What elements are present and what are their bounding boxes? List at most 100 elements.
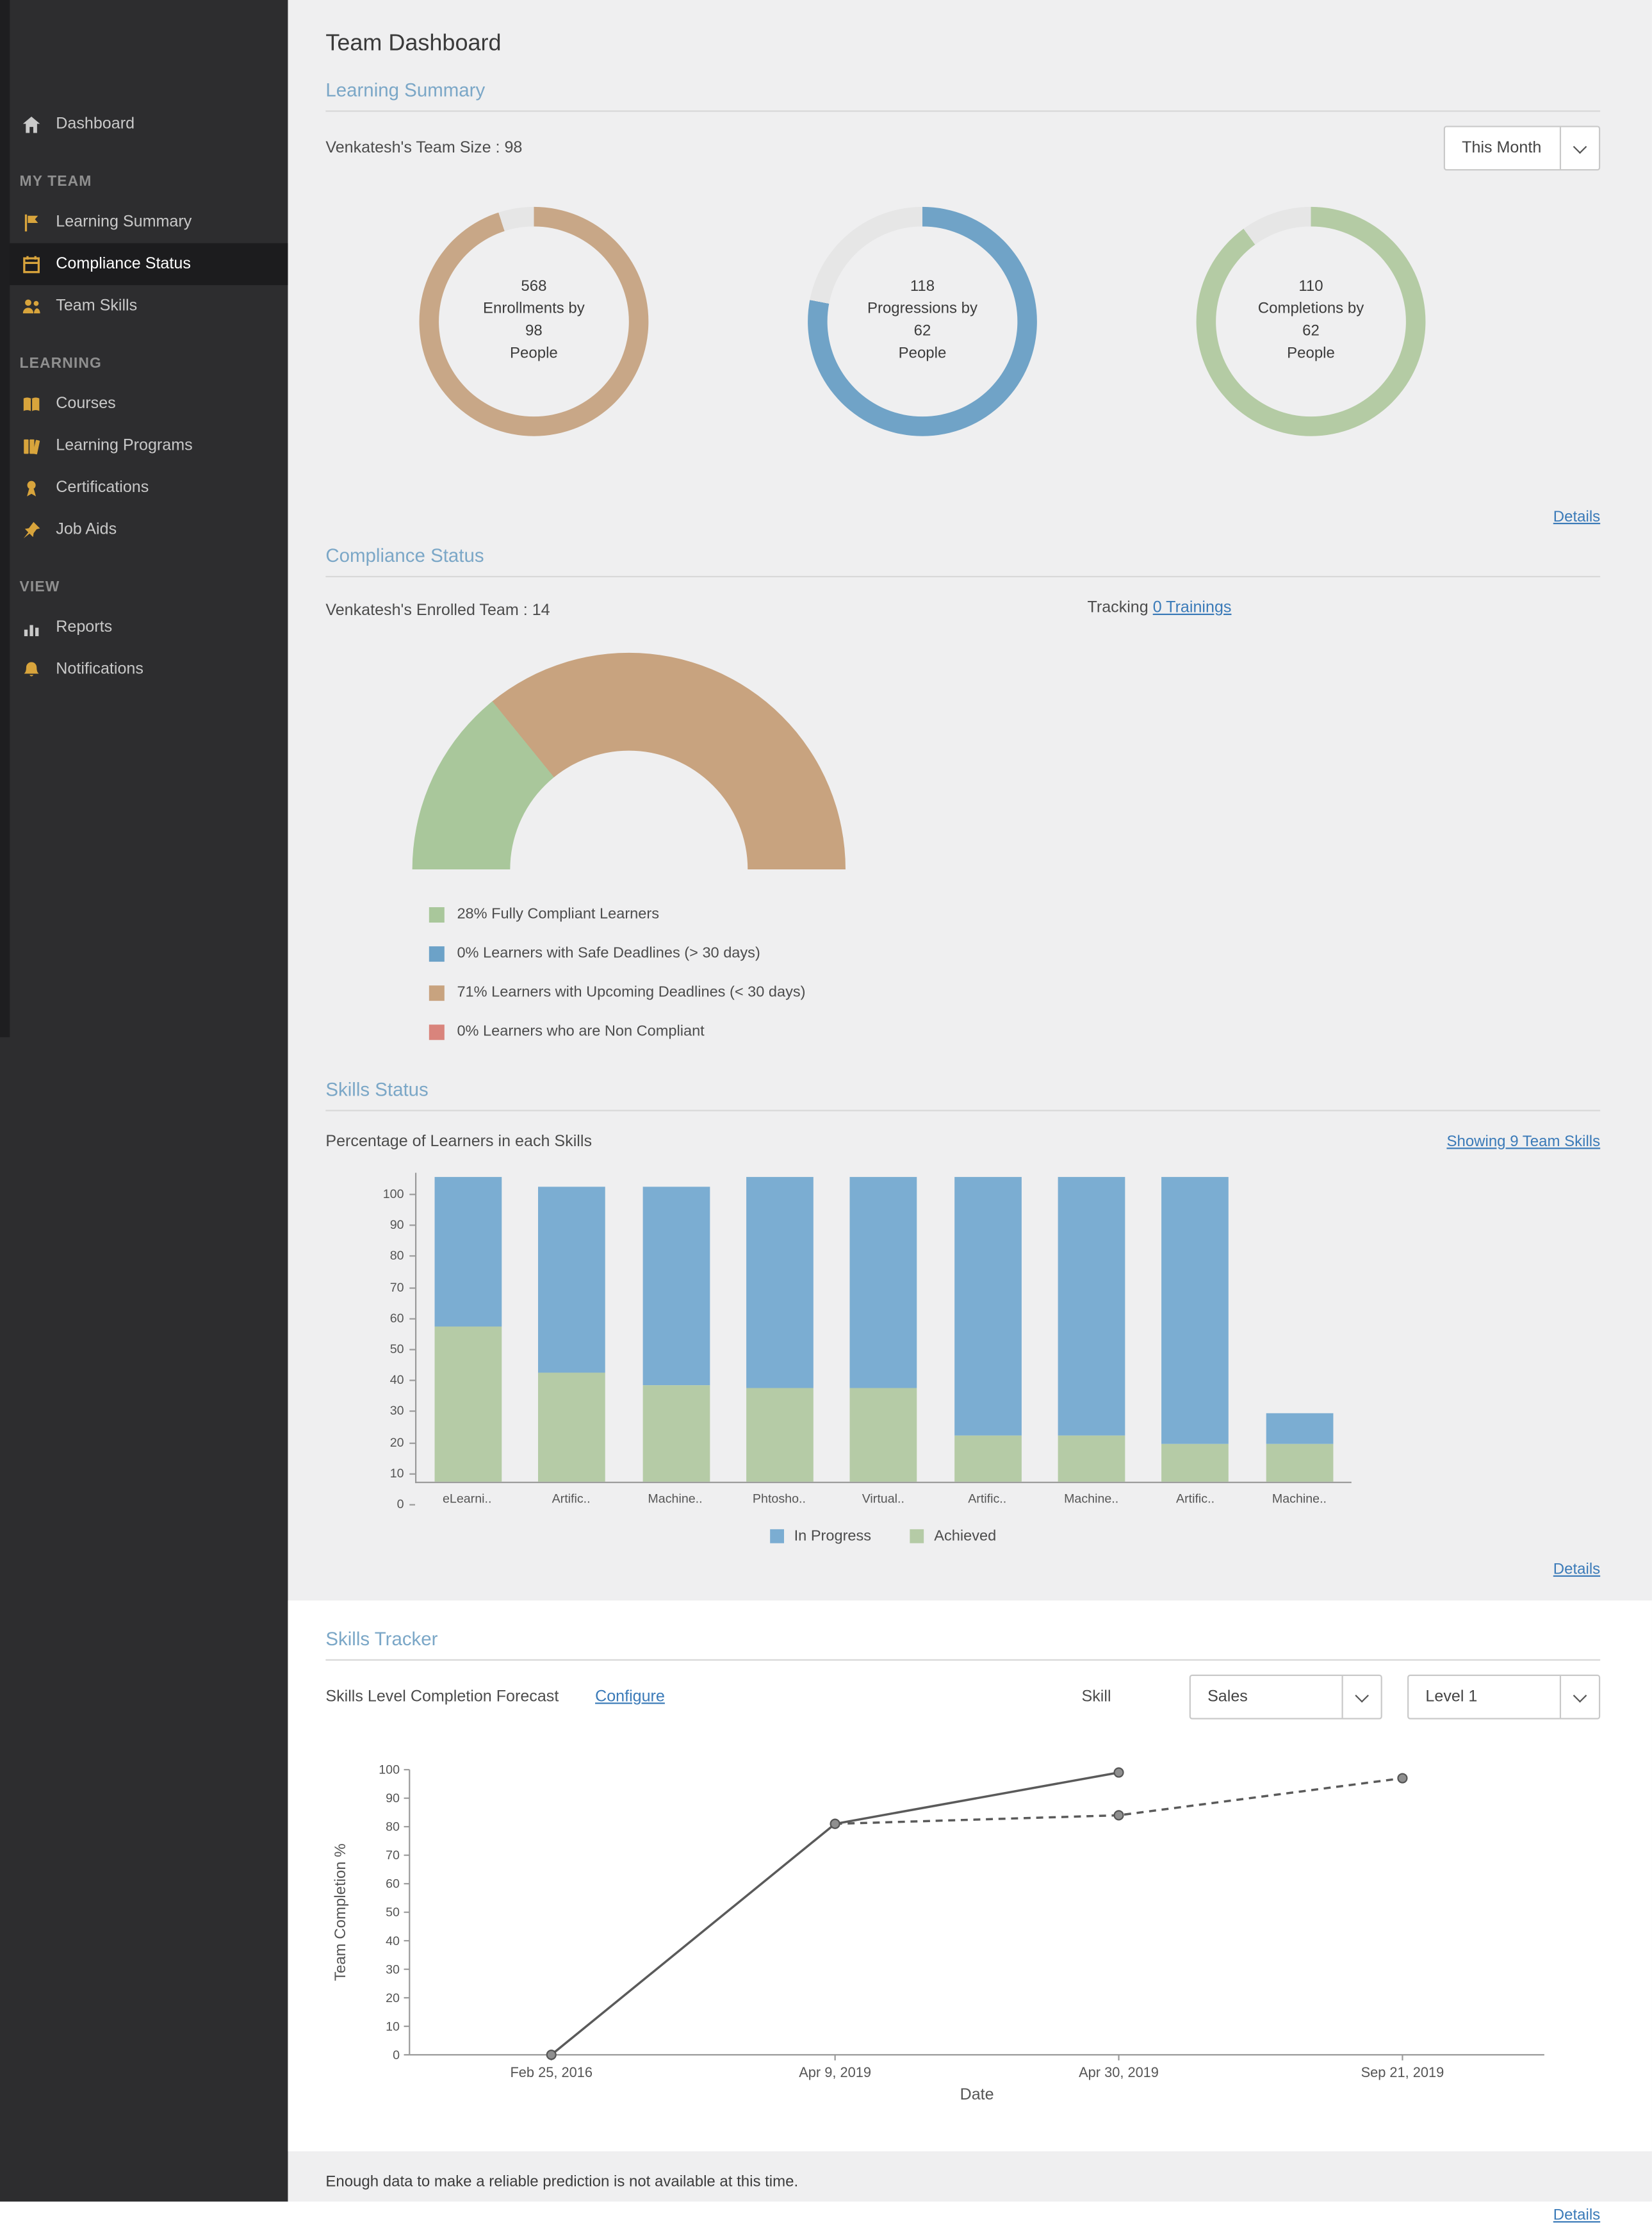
- sidebar-item-learning-programs[interactable]: Learning Programs: [0, 425, 288, 466]
- learning-summary-section: Learning Summary Venkatesh's Team Size :…: [288, 63, 1651, 529]
- period-select-value: This Month: [1462, 140, 1542, 157]
- compliance-status-heading: Compliance Status: [325, 529, 1601, 578]
- svg-text:0: 0: [393, 2048, 400, 2062]
- sidebar-group-my-team: MY TEAM: [19, 173, 92, 190]
- sidebar-item-compliance-status[interactable]: Compliance Status: [0, 243, 288, 286]
- bar-Phtosho..: [746, 1178, 814, 1482]
- skills-tracker-heading: Skills Tracker: [325, 1612, 1601, 1661]
- configure-link[interactable]: Configure: [595, 1688, 665, 1705]
- legend-item-non-compliant: 0% Learners who are Non Compliant: [429, 1023, 1600, 1040]
- skills-status-subtitle: Percentage of Learners in each Skills: [325, 1133, 592, 1151]
- skills-status-section: Skills Status Percentage of Learners in …: [288, 1062, 1651, 1581]
- svg-text:80: 80: [386, 1820, 400, 1834]
- legend-item-upcoming-deadlines: 71% Learners with Upcoming Deadlines (< …: [429, 984, 1600, 1001]
- home-icon: [20, 113, 42, 136]
- bar-Machine..: [1266, 1413, 1333, 1482]
- bar-chart-legend: In Progress Achieved: [415, 1528, 1352, 1545]
- enrollments-donut-text: 568 Enrollments by 98 People: [439, 226, 629, 417]
- svg-text:20: 20: [386, 1991, 400, 2005]
- sidebar-item-dashboard[interactable]: Dashboard: [0, 103, 288, 145]
- sidebar-item-label: Certifications: [56, 479, 149, 497]
- sidebar-item-job-aids[interactable]: Job Aids: [0, 509, 288, 550]
- sidebar-item-learning-summary[interactable]: Learning Summary: [0, 201, 288, 243]
- people-icon: [20, 295, 42, 317]
- legend-swatch-achieved: [910, 1529, 925, 1543]
- legend-swatch-red: [429, 1024, 445, 1040]
- tracking-label: Tracking 0 Trainings: [1087, 599, 1232, 617]
- sidebar-group-learning: LEARNING: [19, 355, 102, 372]
- progressions-donut-text: 118 Progressions by 62 People: [827, 226, 1018, 417]
- svg-text:100: 100: [379, 1763, 400, 1777]
- svg-text:50: 50: [386, 1905, 400, 1919]
- skill-select[interactable]: Sales: [1189, 1674, 1382, 1720]
- legend-item-achieved: Achieved: [910, 1528, 996, 1545]
- legend-item-safe-deadlines: 0% Learners with Safe Deadlines (> 30 da…: [429, 945, 1600, 962]
- sidebar-item-certifications[interactable]: Certifications: [0, 467, 288, 509]
- bar-Artific..: [954, 1178, 1022, 1482]
- completions-donut: 110 Completions by 62 People: [1196, 206, 1426, 436]
- skills-bar-chart: 0 10 20 30 40 50 60 70 80 90 100 eLearni.. Artific.…: [373, 1172, 1399, 1511]
- sidebar-item-label: Job Aids: [56, 521, 117, 538]
- compliance-gauge-chart: [412, 652, 846, 870]
- svg-text:70: 70: [386, 1848, 400, 1862]
- skill-label: Skill: [1081, 1688, 1111, 1705]
- svg-text:40: 40: [386, 1934, 400, 1948]
- sidebar-item-label: Courses: [56, 395, 116, 413]
- bar-Artific..: [1162, 1178, 1229, 1482]
- skills-status-details-link[interactable]: Details: [1553, 1561, 1601, 1579]
- svg-text:Feb 25, 2016: Feb 25, 2016: [510, 2064, 592, 2080]
- sidebar-item-team-skills[interactable]: Team Skills: [0, 285, 288, 327]
- skills-tracker-card: Skills Tracker Skills Level Completion F…: [288, 1600, 1652, 2151]
- bar-Artific..: [539, 1187, 606, 1482]
- chevron-down-icon: [1559, 1675, 1599, 1718]
- bar-eLearni..: [434, 1178, 502, 1482]
- legend-swatch-green: [429, 906, 445, 922]
- sidebar-item-notifications[interactable]: Notifications: [0, 648, 288, 690]
- completion-forecast-line-chart: 0 10 20 30 40 50 60 70 80 90 100 Feb 25, 2016 Apr 9,…: [325, 1750, 1600, 2115]
- tracker-details-link[interactable]: Details: [1553, 2207, 1601, 2224]
- flag-icon: [20, 211, 42, 233]
- showing-team-skills-link[interactable]: Showing 9 Team Skills: [1446, 1133, 1601, 1151]
- compliance-legend: 28% Fully Compliant Learners 0% Learners…: [429, 906, 1600, 1040]
- skill-select-value: Sales: [1207, 1688, 1248, 1705]
- sidebar-item-label: Learning Summary: [56, 213, 192, 231]
- legend-swatch-in-progress: [770, 1529, 785, 1543]
- svg-text:30: 30: [386, 1962, 400, 1976]
- sidebar-item-label: Dashboard: [56, 116, 135, 133]
- level-select-value: Level 1: [1425, 1688, 1478, 1705]
- enrollments-donut: 568 Enrollments by 98 People: [419, 206, 649, 436]
- sidebar-item-label: Notifications: [56, 661, 143, 678]
- page-title: Team Dashboard: [325, 30, 502, 56]
- svg-text:Date: Date: [960, 2085, 994, 2103]
- bar-chart-icon: [20, 616, 42, 639]
- sidebar-item-label: Team Skills: [56, 297, 138, 315]
- legend-swatch-tan: [429, 985, 445, 1001]
- bell-icon: [20, 659, 42, 681]
- team-size-label: Venkatesh's Team Size : 98: [325, 140, 523, 157]
- bar-Machine..: [642, 1187, 710, 1482]
- legend-swatch-blue: [429, 945, 445, 961]
- bar-Machine..: [1058, 1178, 1125, 1482]
- sidebar-item-label: Learning Programs: [56, 437, 193, 455]
- calendar-icon: [20, 253, 42, 275]
- bar-Virtual..: [850, 1178, 918, 1482]
- enrolled-team-label: Venkatesh's Enrolled Team : 14: [325, 602, 550, 620]
- sidebar-item-courses[interactable]: Courses: [0, 383, 288, 425]
- learning-summary-heading: Learning Summary: [325, 63, 1601, 112]
- progressions-donut: 118 Progressions by 62 People: [808, 206, 1037, 436]
- learning-summary-details-link[interactable]: Details: [1553, 509, 1601, 526]
- level-select[interactable]: Level 1: [1407, 1674, 1601, 1720]
- compliance-status-section: Compliance Status Venkatesh's Enrolled T…: [288, 529, 1651, 1040]
- svg-text:Apr 9, 2019: Apr 9, 2019: [799, 2064, 871, 2080]
- sidebar-item-reports[interactable]: Reports: [0, 607, 288, 648]
- skill-controls: Skill Sales Level 1: [1081, 1674, 1601, 1720]
- tracking-trainings-link[interactable]: 0 Trainings: [1152, 599, 1232, 617]
- sidebar-scrollbar[interactable]: [0, 0, 10, 1037]
- svg-text:90: 90: [386, 1791, 400, 1805]
- books-icon: [20, 435, 42, 457]
- svg-text:10: 10: [386, 2019, 400, 2034]
- period-select[interactable]: This Month: [1443, 126, 1601, 171]
- completions-donut-text: 110 Completions by 62 People: [1216, 226, 1406, 417]
- svg-text:Team Completion %: Team Completion %: [332, 1843, 349, 1981]
